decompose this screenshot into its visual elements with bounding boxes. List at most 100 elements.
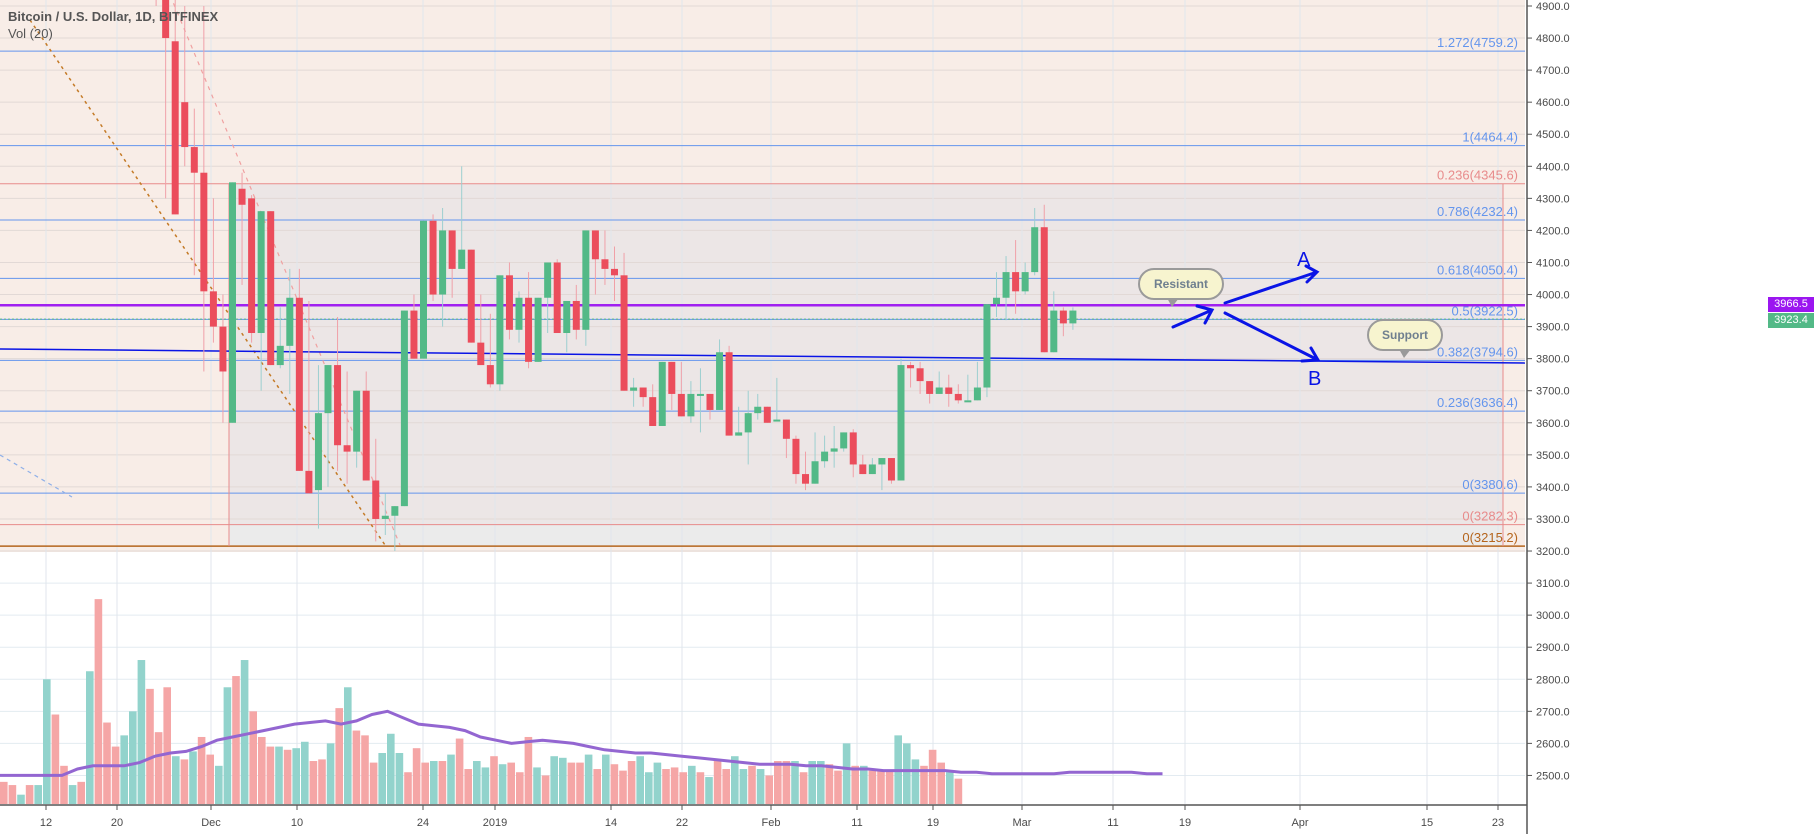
candle-body[interactable] — [162, 0, 170, 39]
candle-body[interactable] — [238, 188, 246, 205]
arrow-a-icon[interactable] — [1223, 264, 1320, 305]
candle-body[interactable] — [830, 448, 838, 452]
candle-body[interactable] — [229, 182, 236, 423]
candle-body[interactable] — [859, 464, 867, 475]
candle-body[interactable] — [668, 361, 676, 394]
candle-body[interactable] — [563, 300, 571, 334]
candle-body[interactable] — [582, 230, 590, 330]
candle-body[interactable] — [811, 461, 819, 484]
candle-body[interactable] — [362, 390, 370, 481]
candle-body[interactable] — [601, 259, 609, 269]
candle-body[interactable] — [792, 438, 800, 475]
candle-body[interactable] — [591, 230, 599, 260]
candle-body[interactable] — [544, 262, 552, 298]
candle-body[interactable] — [353, 390, 361, 452]
candle-body[interactable] — [649, 397, 657, 426]
candle-body[interactable] — [1031, 227, 1039, 273]
candle-body[interactable] — [515, 297, 523, 330]
candle-body[interactable] — [773, 419, 781, 422]
candle-body[interactable] — [1069, 310, 1077, 324]
candle-body[interactable] — [219, 326, 227, 372]
candle-body[interactable] — [372, 480, 380, 519]
candle-body[interactable] — [458, 249, 466, 269]
candle-body[interactable] — [334, 365, 342, 446]
candle-body[interactable] — [993, 297, 1000, 305]
candle-body[interactable] — [620, 275, 628, 391]
candle-body[interactable] — [200, 172, 208, 292]
arrow-b-icon[interactable] — [1223, 311, 1321, 363]
candle-body[interactable] — [639, 387, 647, 398]
candle-body[interactable] — [1059, 310, 1067, 324]
candle-body[interactable] — [782, 419, 790, 439]
candle-body[interactable] — [477, 342, 485, 366]
candle-body[interactable] — [725, 352, 733, 436]
candle-body[interactable] — [467, 249, 475, 343]
dashed-trendline-pink[interactable] — [170, 0, 401, 546]
support-callout[interactable]: Support — [1367, 319, 1443, 358]
candle-body[interactable] — [897, 365, 905, 481]
candle-body[interactable] — [248, 198, 256, 334]
support-trendline[interactable] — [0, 348, 1526, 364]
candle-body[interactable] — [1002, 272, 1010, 298]
candle-body[interactable] — [381, 515, 389, 519]
candle-body[interactable] — [706, 393, 714, 410]
scenario-a-label[interactable]: A — [1297, 249, 1311, 271]
candle-body[interactable] — [286, 297, 294, 346]
candle-body[interactable] — [314, 413, 322, 491]
candle-body[interactable] — [687, 393, 695, 417]
candle-body[interactable] — [658, 361, 666, 426]
candle-body[interactable] — [763, 406, 771, 423]
candle-body[interactable] — [505, 275, 513, 330]
candle-body[interactable] — [983, 304, 991, 388]
candle-body[interactable] — [257, 211, 265, 334]
candle-body[interactable] — [209, 291, 217, 327]
price-axis[interactable]: 4900.0 4800.0 4700.0 4600.0 4500.0 4400.0 4300… — [1526, 0, 1814, 834]
candle-body[interactable] — [429, 220, 437, 295]
candle-body[interactable] — [534, 297, 542, 362]
symbol-title[interactable]: Bitcoin / U.S. Dollar, 1D, BITFINEX — [8, 9, 219, 24]
candle-body[interactable] — [887, 458, 895, 481]
candle-body[interactable] — [525, 297, 533, 362]
candle-body[interactable] — [305, 470, 313, 494]
candle-body[interactable] — [802, 474, 809, 484]
candle-body[interactable] — [324, 365, 332, 414]
candle-body[interactable] — [973, 387, 981, 401]
candle-body[interactable] — [1040, 227, 1048, 353]
scenario-arrows[interactable] — [1171, 264, 1321, 363]
candle-body[interactable] — [400, 310, 408, 507]
time-axis[interactable]: 12 20 Dec 10 24 2019 14 22 Feb 11 19 Mar 11 19 Apr 15 23 — [0, 804, 1527, 835]
dashed-trendline-blue[interactable] — [0, 454, 73, 498]
candle-body[interactable] — [391, 506, 399, 516]
candle-body[interactable] — [907, 365, 915, 369]
scenario-b-label[interactable]: B — [1308, 368, 1322, 390]
candle-body[interactable] — [964, 400, 972, 403]
candle-body[interactable] — [572, 300, 580, 330]
candle-body[interactable] — [821, 451, 829, 462]
resistant-callout[interactable]: Resistant — [1138, 268, 1224, 307]
candle-body[interactable] — [190, 147, 198, 173]
candle-body[interactable] — [754, 406, 762, 414]
candle-body[interactable] — [926, 381, 934, 394]
candle-body[interactable] — [630, 387, 638, 391]
candle-body[interactable] — [935, 387, 943, 394]
candle-body[interactable] — [878, 458, 886, 465]
candle-body[interactable] — [267, 211, 275, 366]
candle-body[interactable] — [954, 393, 962, 401]
candle-body[interactable] — [1050, 310, 1058, 353]
candle-body[interactable] — [849, 432, 857, 465]
candle-body[interactable] — [171, 41, 179, 215]
candle-body[interactable] — [696, 393, 704, 396]
candle-body[interactable] — [716, 352, 724, 410]
candle-body[interactable] — [916, 368, 924, 382]
candle-body[interactable] — [1012, 272, 1020, 292]
candle-body[interactable] — [420, 220, 427, 359]
candle-body[interactable] — [1021, 272, 1029, 292]
candle-body[interactable] — [945, 387, 953, 394]
candle-body[interactable] — [439, 230, 447, 295]
candle-body[interactable] — [276, 345, 284, 366]
candle-body[interactable] — [295, 297, 303, 471]
dashed-trendline-orange[interactable] — [29, 19, 386, 546]
candle-body[interactable] — [611, 268, 618, 276]
candle-body[interactable] — [486, 365, 494, 385]
